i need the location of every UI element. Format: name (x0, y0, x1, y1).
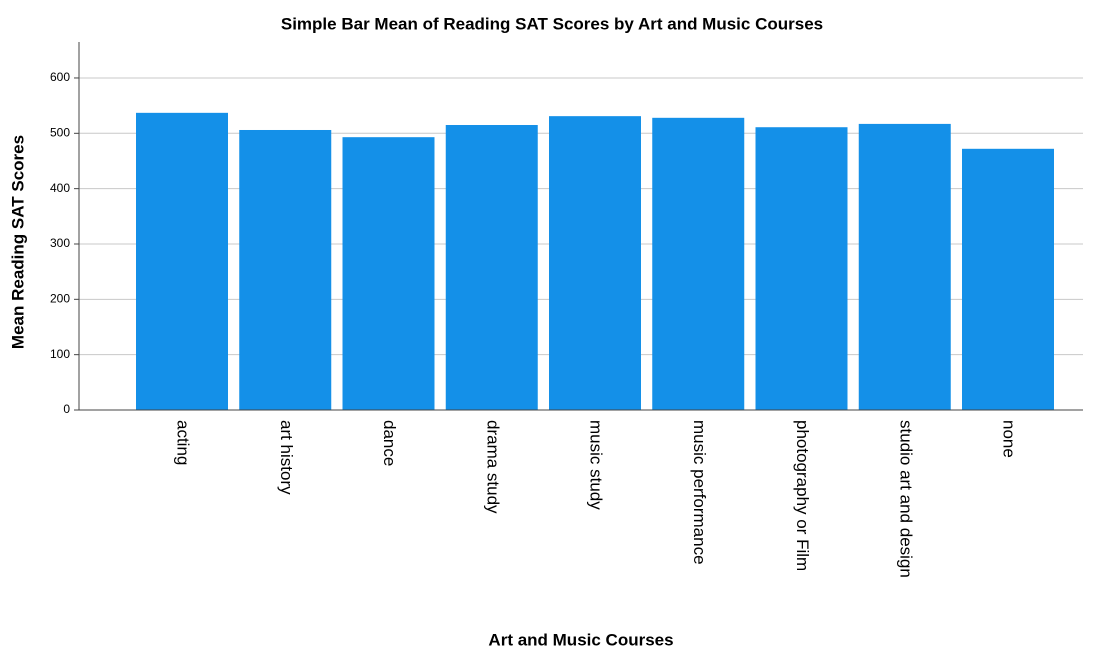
y-tick-label: 0 (63, 402, 70, 416)
y-tick-label: 600 (50, 70, 70, 84)
bar (342, 137, 435, 411)
bar (652, 117, 745, 410)
y-tick-label: 100 (50, 347, 70, 361)
y-tick-label: 200 (50, 291, 70, 305)
y-axis-title: Mean Reading SAT Scores (8, 135, 27, 349)
y-tick-label: 300 (50, 236, 70, 250)
x-tick-label: art history (277, 420, 296, 495)
bar (136, 112, 228, 411)
x-tick-label: photography or Film (793, 420, 812, 571)
x-tick-label: studio art and design (896, 420, 915, 578)
x-tick-label: dance (380, 420, 399, 466)
x-tick-label: acting (174, 420, 193, 465)
y-tick-label: 400 (50, 181, 70, 195)
y-tick-label: 500 (50, 125, 70, 139)
x-tick-label: music performance (690, 420, 709, 565)
bar (858, 123, 951, 410)
bar (239, 129, 332, 410)
x-tick-label: music study (587, 420, 606, 510)
x-tick-label: drama study (483, 420, 502, 514)
bar (962, 148, 1054, 410)
bar (445, 125, 538, 411)
bar (755, 127, 848, 410)
bar (549, 116, 641, 410)
x-tick-label: none (1000, 420, 1019, 458)
chart-title: Simple Bar Mean of Reading SAT Scores by… (281, 14, 823, 33)
x-axis-title: Art and Music Courses (488, 630, 673, 649)
